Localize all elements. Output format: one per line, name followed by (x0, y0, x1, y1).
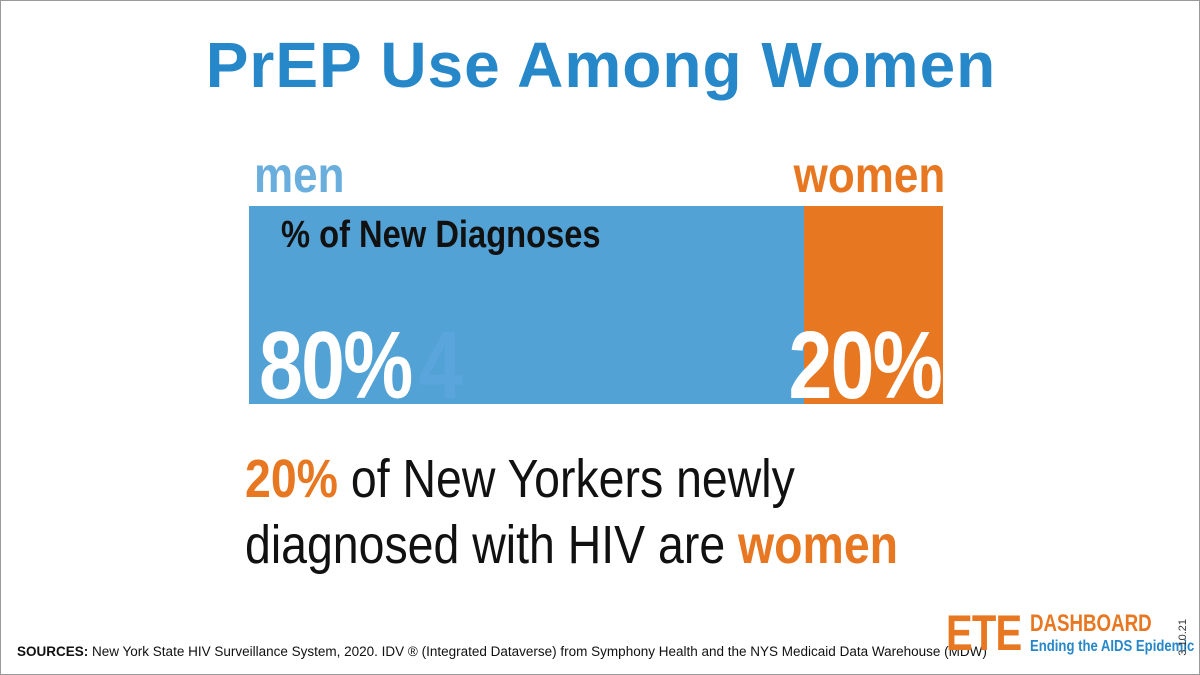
bar-segment-women: 20% (788, 206, 943, 404)
statement-line-2-text: diagnosed with HIV are (245, 515, 739, 575)
logo-ete: ETE (946, 605, 1022, 661)
date-stamp: 3.10.21 (1177, 619, 1189, 656)
sources-footnote: SOURCES: New York State HIV Surveillance… (17, 644, 987, 659)
bar-segment-men: 4 80% (249, 206, 804, 404)
logo-tagline: Ending the AIDS Epidemic (1030, 638, 1195, 655)
sources-text: New York State HIV Surveillance System, … (88, 644, 987, 659)
statement-line-1-text: of New Yorkers newly (337, 449, 795, 509)
ghost-glyph: 4 (419, 312, 463, 405)
statement-highlight: women (738, 515, 899, 575)
key-statement: 20% of New Yorkers newly diagnosed with … (245, 446, 1019, 578)
chart-title: % of New Diagnoses (281, 214, 601, 256)
stacked-bar: 4 80% 20% (249, 206, 943, 404)
sources-label: SOURCES: (17, 644, 89, 659)
page-title: PrEP Use Among Women (205, 29, 997, 101)
logo-dashboard: DASHBOARD (1030, 610, 1152, 637)
statement-line-2: diagnosed with HIV are women (245, 512, 1019, 578)
statement-line-1: 20% of New Yorkers newly (245, 446, 1019, 512)
bar-value-label-women: 20% (788, 312, 942, 405)
bar-value-label-men: 80% (259, 312, 413, 405)
men-label: men (254, 147, 345, 203)
ete-dashboard-logo: ETE DASHBOARD Ending the AIDS Epidemic (946, 605, 1194, 663)
women-label: women (793, 147, 945, 203)
statement-percent: 20% (245, 449, 338, 509)
